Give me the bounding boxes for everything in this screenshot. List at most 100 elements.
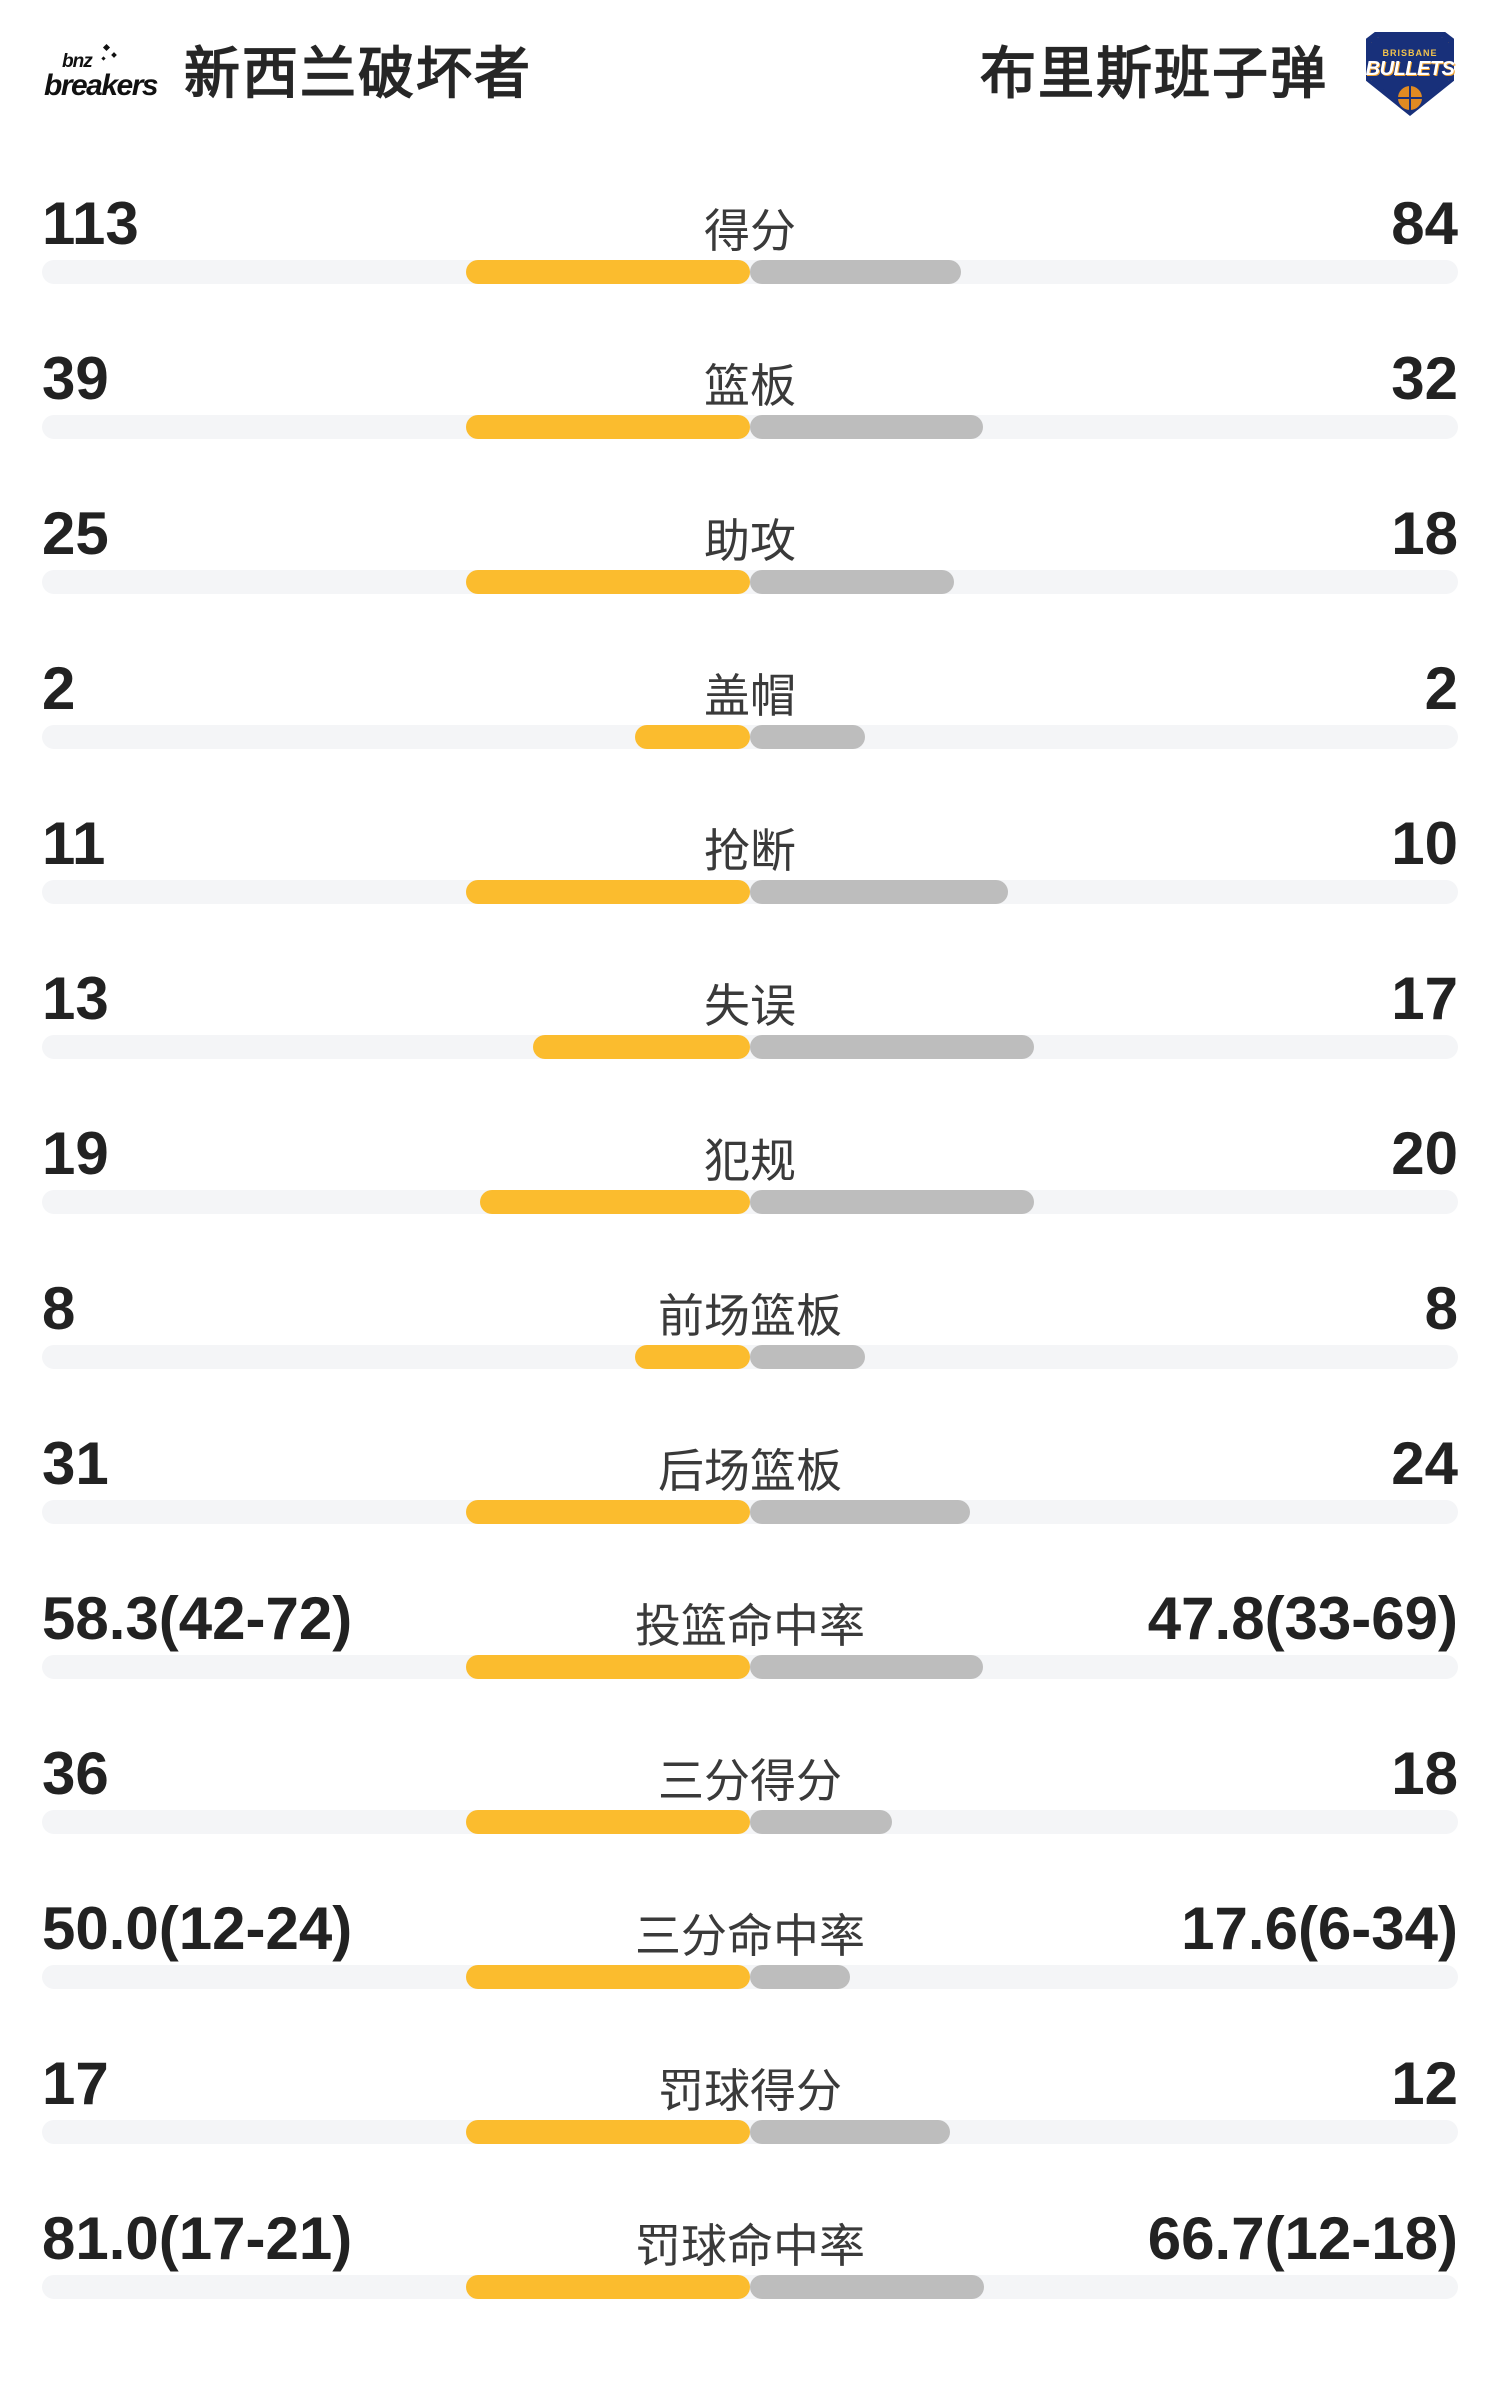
home-stat-value: 58.3(42-72): [42, 1585, 353, 1652]
stat-bar-track: [42, 1035, 1458, 1059]
home-stat-bar: [466, 2275, 750, 2299]
stat-row: 58.3(42-72) 47.8(33-69) 投篮命中率: [42, 1543, 1458, 1698]
away-stat-bar: [750, 1190, 1034, 1214]
stat-label: 犯规: [704, 1135, 796, 1187]
stat-row-values: 13 17: [42, 923, 1458, 1035]
stat-row: 11 10 抢断: [42, 768, 1458, 923]
away-stat-value: 20: [1391, 1120, 1458, 1187]
home-stat-bar: [466, 415, 750, 439]
away-stat-bar: [750, 260, 962, 284]
stat-row-values: 81.0(17-21) 66.7(12-18): [42, 2163, 1458, 2275]
away-stat-value: 66.7(12-18): [1147, 2205, 1458, 2272]
away-team: 布里斯班子弹 BRISBANE BULLETS: [980, 26, 1458, 122]
home-stat-value: 31: [42, 1430, 109, 1497]
home-stat-value: 8: [42, 1275, 76, 1342]
home-team-name: 新西兰破坏者: [184, 42, 532, 105]
stat-bar-track: [42, 1810, 1458, 1834]
stat-label: 得分: [704, 205, 796, 257]
stat-row-values: 113 84: [42, 148, 1458, 260]
stat-label: 三分命中率: [635, 1910, 865, 1962]
star-icon: [111, 52, 117, 58]
stat-bar-track: [42, 880, 1458, 904]
stat-bar-track: [42, 1655, 1458, 1679]
home-stat-bar: [532, 1035, 750, 1059]
breakers-logo-sub: bnz: [62, 51, 93, 72]
stat-bar-track: [42, 260, 1458, 284]
home-stat-bar: [466, 570, 750, 594]
away-stat-bar: [750, 725, 865, 749]
stat-label: 投篮命中率: [635, 1600, 865, 1652]
stat-bar-track: [42, 570, 1458, 594]
away-stat-value: 8: [1424, 1275, 1458, 1342]
stat-row-values: 17 12: [42, 2008, 1458, 2120]
home-stat-value: 17: [42, 2050, 109, 2117]
home-stat-value: 36: [42, 1740, 109, 1807]
home-stat-value: 13: [42, 965, 109, 1032]
home-stat-value: 39: [42, 345, 109, 412]
home-stat-bar: [480, 1190, 750, 1214]
stat-row: 36 18 三分得分: [42, 1698, 1458, 1853]
stat-row: 8 8 前场篮板: [42, 1233, 1458, 1388]
stat-row: 81.0(17-21) 66.7(12-18) 罚球命中率: [42, 2163, 1458, 2318]
breakers-logo-wordmark: breakers: [44, 69, 159, 102]
home-stat-bar: [466, 1965, 750, 1989]
stat-label: 抢断: [704, 825, 796, 877]
away-stat-bar: [750, 1810, 892, 1834]
home-stat-bar: [635, 1345, 750, 1369]
stat-row: 50.0(12-24) 17.6(6-34) 三分命中率: [42, 1853, 1458, 2008]
bullets-logo-main: BULLETS: [1365, 58, 1455, 80]
bullets-logo-icon: BRISBANE BULLETS: [1362, 26, 1458, 122]
stat-label: 助攻: [704, 515, 796, 567]
stat-row-values: 39 32: [42, 303, 1458, 415]
away-stat-bar: [750, 2120, 951, 2144]
away-stat-bar: [750, 570, 955, 594]
away-stat-value: 18: [1391, 500, 1458, 567]
stat-row: 13 17 失误: [42, 923, 1458, 1078]
stat-row: 2 2 盖帽: [42, 613, 1458, 768]
home-stat-value: 113: [42, 190, 139, 257]
home-stat-bar: [635, 725, 750, 749]
stat-bar-track: [42, 2275, 1458, 2299]
stat-row: 19 20 犯规: [42, 1078, 1458, 1233]
away-stat-value: 47.8(33-69): [1147, 1585, 1458, 1652]
home-stat-value: 50.0(12-24): [42, 1895, 353, 1962]
away-stat-value: 17: [1391, 965, 1458, 1032]
away-stat-bar: [750, 2275, 984, 2299]
away-stat-value: 12: [1391, 2050, 1458, 2117]
match-header: bnz breakers 新西兰破坏者 布里斯班子弹 BRISBANE BULL…: [0, 0, 1500, 148]
basketball-icon: [1396, 84, 1424, 112]
away-team-name: 布里斯班子弹: [980, 42, 1328, 105]
stat-label: 后场篮板: [658, 1445, 842, 1497]
away-stat-value: 18: [1391, 1740, 1458, 1807]
stat-row-values: 25 18: [42, 458, 1458, 570]
stat-row: 31 24 后场篮板: [42, 1388, 1458, 1543]
stat-bar-track: [42, 725, 1458, 749]
stat-row-values: 11 10: [42, 768, 1458, 880]
stat-row-values: 50.0(12-24) 17.6(6-34): [42, 1853, 1458, 1965]
stat-label: 盖帽: [704, 670, 796, 722]
stat-row-values: 19 20: [42, 1078, 1458, 1190]
away-stat-bar: [750, 1345, 865, 1369]
breakers-logo-icon: bnz breakers: [42, 35, 159, 113]
stat-row: 17 12 罚球得分: [42, 2008, 1458, 2163]
away-stat-value: 2: [1424, 655, 1458, 722]
home-stat-bar: [466, 1655, 750, 1679]
away-stat-bar: [750, 415, 984, 439]
away-stat-value: 32: [1391, 345, 1458, 412]
stat-row-values: 36 18: [42, 1698, 1458, 1810]
away-stat-value: 84: [1391, 190, 1458, 257]
stat-label: 篮板: [704, 360, 796, 412]
away-stat-bar: [750, 1655, 983, 1679]
stat-bar-track: [42, 1965, 1458, 1989]
stat-label: 失误: [704, 980, 796, 1032]
away-stat-value: 24: [1391, 1430, 1458, 1497]
home-stat-value: 19: [42, 1120, 109, 1187]
stat-row-values: 58.3(42-72) 47.8(33-69): [42, 1543, 1458, 1655]
stat-rows: 113 84 得分 39 32 篮板 25 18 助攻 2 2 盖帽 11 10 抢断 13 17 失误 19 20 犯…: [0, 148, 1500, 2318]
stat-row: 25 18 助攻: [42, 458, 1458, 613]
home-stat-bar: [466, 880, 750, 904]
stat-row: 39 32 篮板: [42, 303, 1458, 458]
home-stat-bar: [466, 260, 750, 284]
